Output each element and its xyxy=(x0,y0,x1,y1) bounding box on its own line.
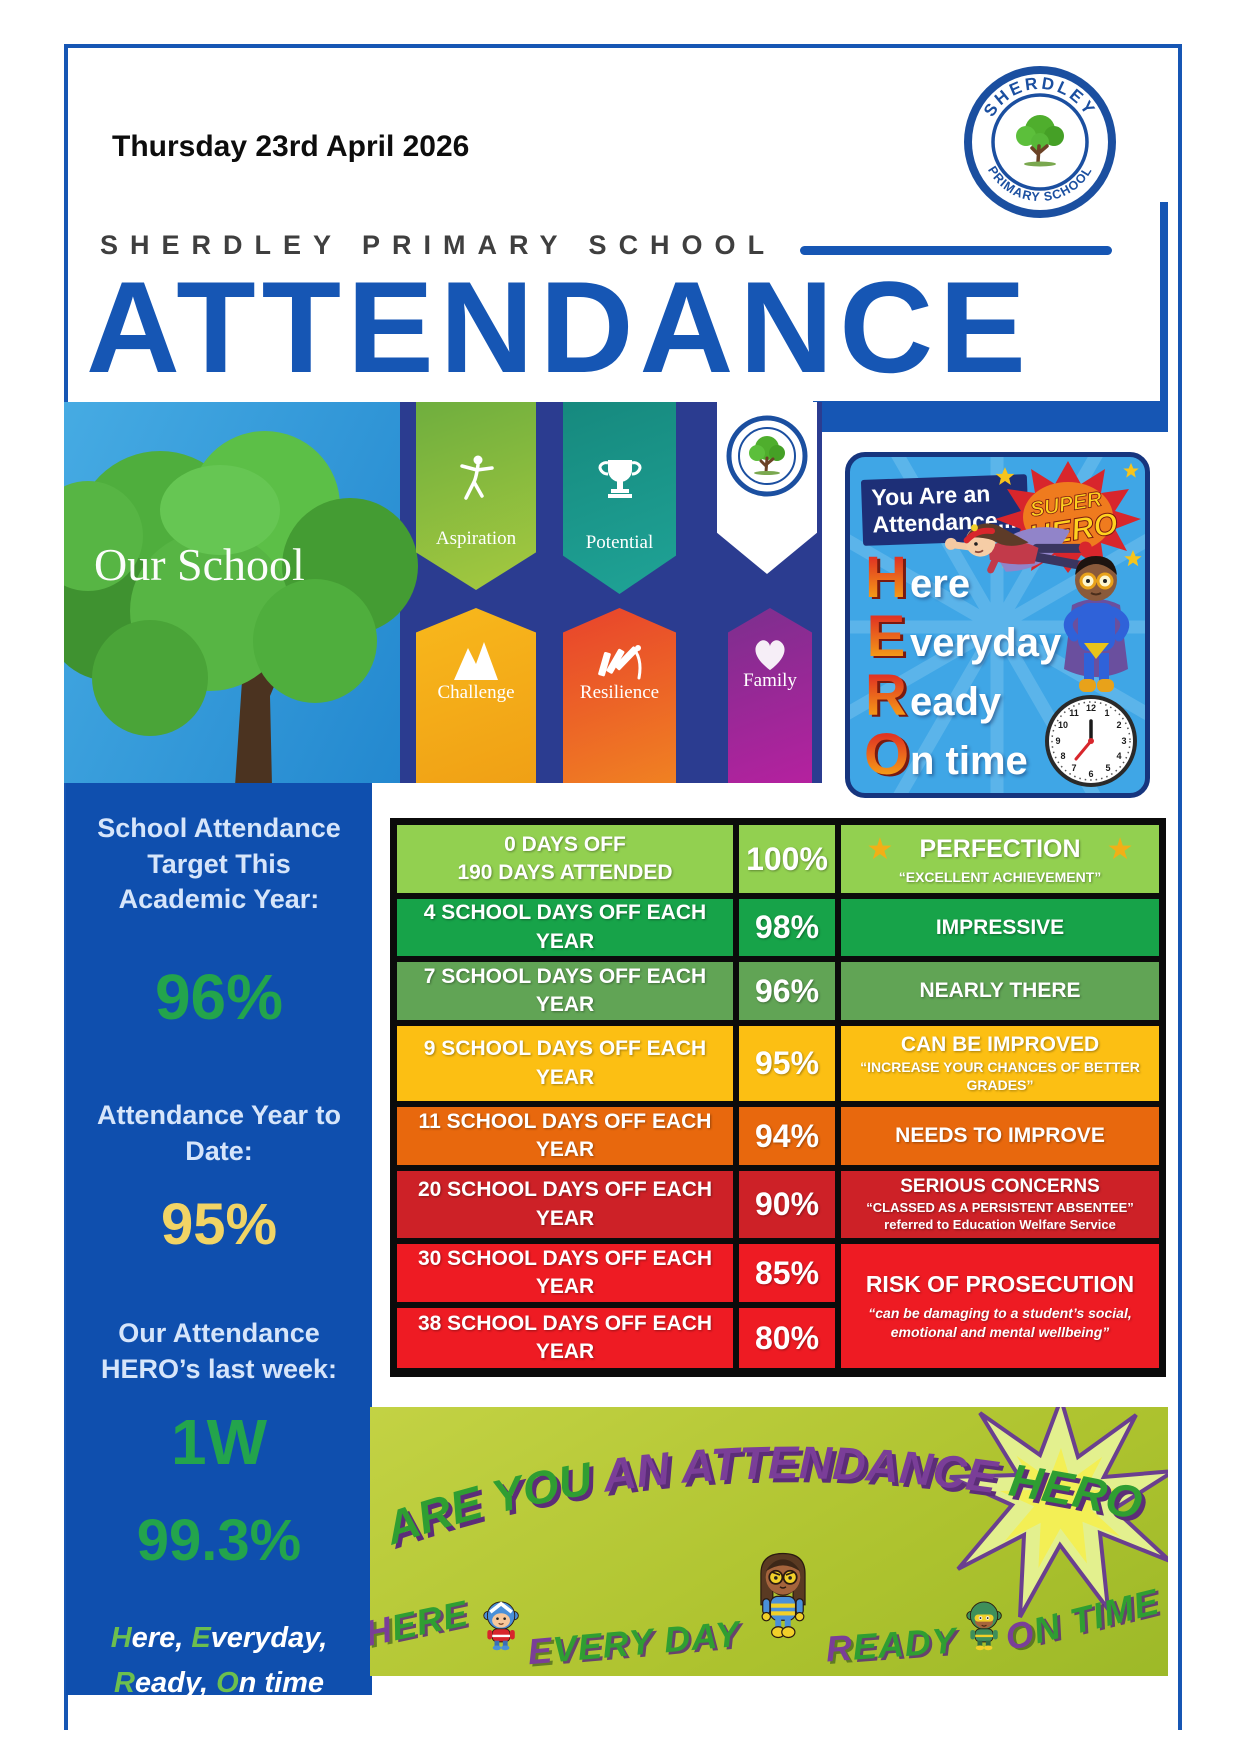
ytd-value: 95% xyxy=(160,1192,278,1258)
svg-text:5: 5 xyxy=(1105,763,1110,773)
flying-superhero-girl xyxy=(944,523,1092,574)
value-pennant-potential: Potential xyxy=(563,402,676,594)
girl-hero-center xyxy=(760,1552,806,1639)
tree-illustration xyxy=(64,431,418,783)
phrase-on-time: ON TIME xyxy=(1000,1580,1164,1659)
table-row-percent: 80% xyxy=(739,1308,835,1368)
page-title: ATTENDANCE xyxy=(86,254,1032,400)
monkey-hero-green xyxy=(966,1601,1002,1651)
our-school-illustration: Our School Aspiration Potential xyxy=(64,402,822,783)
svg-text:7: 7 xyxy=(1071,763,1076,773)
phrase-every-day: EVERY DAY xyxy=(526,1612,743,1673)
monkey-hero-blue xyxy=(483,1601,519,1651)
table-row-percent: 94% xyxy=(739,1107,835,1165)
svg-text:12: 12 xyxy=(1086,703,1096,713)
svg-text:6: 6 xyxy=(1088,769,1093,779)
target-label: School Attendance Target This Academic Y… xyxy=(97,813,341,915)
svg-text:1: 1 xyxy=(1104,708,1109,718)
date-text: Thursday 23rd April 2026 xyxy=(112,130,470,163)
svg-text:10: 10 xyxy=(1058,720,1068,730)
attendance-stats-sidebar: School Attendance Target This Academic Y… xyxy=(66,783,372,1699)
trophy-icon xyxy=(598,460,641,498)
table-row-comment: NEEDS TO IMPROVE xyxy=(841,1107,1159,1165)
svg-text:11: 11 xyxy=(1069,708,1079,718)
target-value: 96% xyxy=(154,960,284,1033)
ytd-label: Attendance Year to Date: xyxy=(96,1099,342,1166)
table-row-percent: 100% xyxy=(739,825,835,893)
hero-class-value: 1W xyxy=(171,1406,267,1479)
header-vertical-bar xyxy=(1160,202,1168,432)
aspiration-figure-icon xyxy=(460,455,494,500)
small-logo-tree-icon xyxy=(726,415,808,497)
dominoes-icon xyxy=(597,645,641,680)
logo-tree-icon xyxy=(1016,115,1064,167)
hero-phrases-row: HERE EVERY DAY xyxy=(370,1518,1168,1673)
table-row-comment: IMPRESSIVE xyxy=(841,899,1159,956)
table-row-days: 30 SCHOOL DAYS OFF EACH YEAR xyxy=(397,1244,733,1302)
header-horizontal-bar xyxy=(813,401,1168,432)
svg-text:4: 4 xyxy=(1116,751,1121,761)
value-pennant-resilience: Resilience xyxy=(563,608,676,783)
table-row-days: 38 SCHOOL DAYS OFF EACH YEAR xyxy=(397,1308,733,1368)
heart-icon xyxy=(755,640,785,671)
hero-week-value: 99.3% xyxy=(136,1508,302,1574)
value-pennant-challenge: Challenge xyxy=(416,608,536,783)
svg-text:8: 8 xyxy=(1060,751,1065,761)
banner-title: ARE YOU AN ATTENDANCE HERO? ARE YOU AN A… xyxy=(370,1411,1151,1559)
table-row-days: 4 SCHOOL DAYS OFF EACH YEAR xyxy=(397,899,733,956)
phrase-ready: READY xyxy=(824,1619,958,1670)
table-row-percent: 96% xyxy=(739,962,835,1020)
table-row-comment: SERIOUS CONCERNS “CLASSED AS A PERSISTENT… xyxy=(841,1171,1159,1238)
mountains-icon xyxy=(454,642,498,680)
attendance-bands-table: 0 DAYS OFF 190 DAYS ATTENDED 100% ★ PERFEC… xyxy=(390,818,1166,1377)
table-row-comment: CAN BE IMPROVED “INCREASE YOUR CHANCES OF… xyxy=(841,1026,1159,1101)
hero-letter: O xyxy=(864,722,910,787)
hero-letter: H xyxy=(865,545,907,610)
table-row-days: 20 SCHOOL DAYS OFF EACH YEAR xyxy=(397,1171,733,1238)
our-school-label: Our School xyxy=(94,539,305,590)
value-pennant-family: Family xyxy=(728,608,812,783)
table-row-comment: NEARLY THERE xyxy=(841,962,1159,1020)
table-row-days: 11 SCHOOL DAYS OFF EACH YEAR xyxy=(397,1107,733,1165)
hero-letter: R xyxy=(865,663,907,728)
table-row-days: 0 DAYS OFF 190 DAYS ATTENDED xyxy=(397,825,733,893)
table-row-percent: 90% xyxy=(739,1171,835,1238)
table-row-days: 7 SCHOOL DAYS OFF EACH YEAR xyxy=(397,962,733,1020)
school-logo: SHERDLEY PRIMARY SCHOOL xyxy=(964,66,1116,218)
table-row-days: 9 SCHOOL DAYS OFF EACH YEAR xyxy=(397,1026,733,1101)
attendance-hero-card: You Are an Attendance... SUPER HERO xyxy=(845,452,1150,798)
table-row-percent: 95% xyxy=(739,1026,835,1101)
starburst-icon xyxy=(949,1407,1168,1618)
svg-text:9: 9 xyxy=(1055,736,1060,746)
attendance-hero-banner: ARE YOU AN ATTENDANCE HERO? ARE YOU AN A… xyxy=(370,1407,1168,1676)
header-rule xyxy=(800,246,1112,255)
svg-text:2: 2 xyxy=(1116,720,1121,730)
svg-text:3: 3 xyxy=(1121,736,1126,746)
standing-superhero-boy xyxy=(1063,556,1130,692)
table-row-comment: ★ PERFECTION ★ “EXCELLENT ACHIEVEMENT” xyxy=(841,825,1159,893)
star-icon: ★ xyxy=(1106,832,1134,866)
hero-week-label: Our Attendance HERO’s last week: xyxy=(100,1318,338,1384)
hero-motto: Here, Everyday, Ready, On time xyxy=(110,1622,328,1700)
star-icon: ★ xyxy=(866,832,894,866)
value-pennant-aspiration: Aspiration xyxy=(416,402,536,590)
pennant-school-logo xyxy=(717,402,817,574)
phrase-here: HERE xyxy=(370,1592,472,1654)
table-merged-comment: RISK OF PROSECUTION “can be damaging to … xyxy=(841,1244,1159,1368)
hero-letter: E xyxy=(864,608,908,666)
table-row-percent: 85% xyxy=(739,1244,835,1302)
school-name: SHERDLEY PRIMARY SCHOOL xyxy=(100,230,777,260)
table-row-percent: 98% xyxy=(739,899,835,956)
